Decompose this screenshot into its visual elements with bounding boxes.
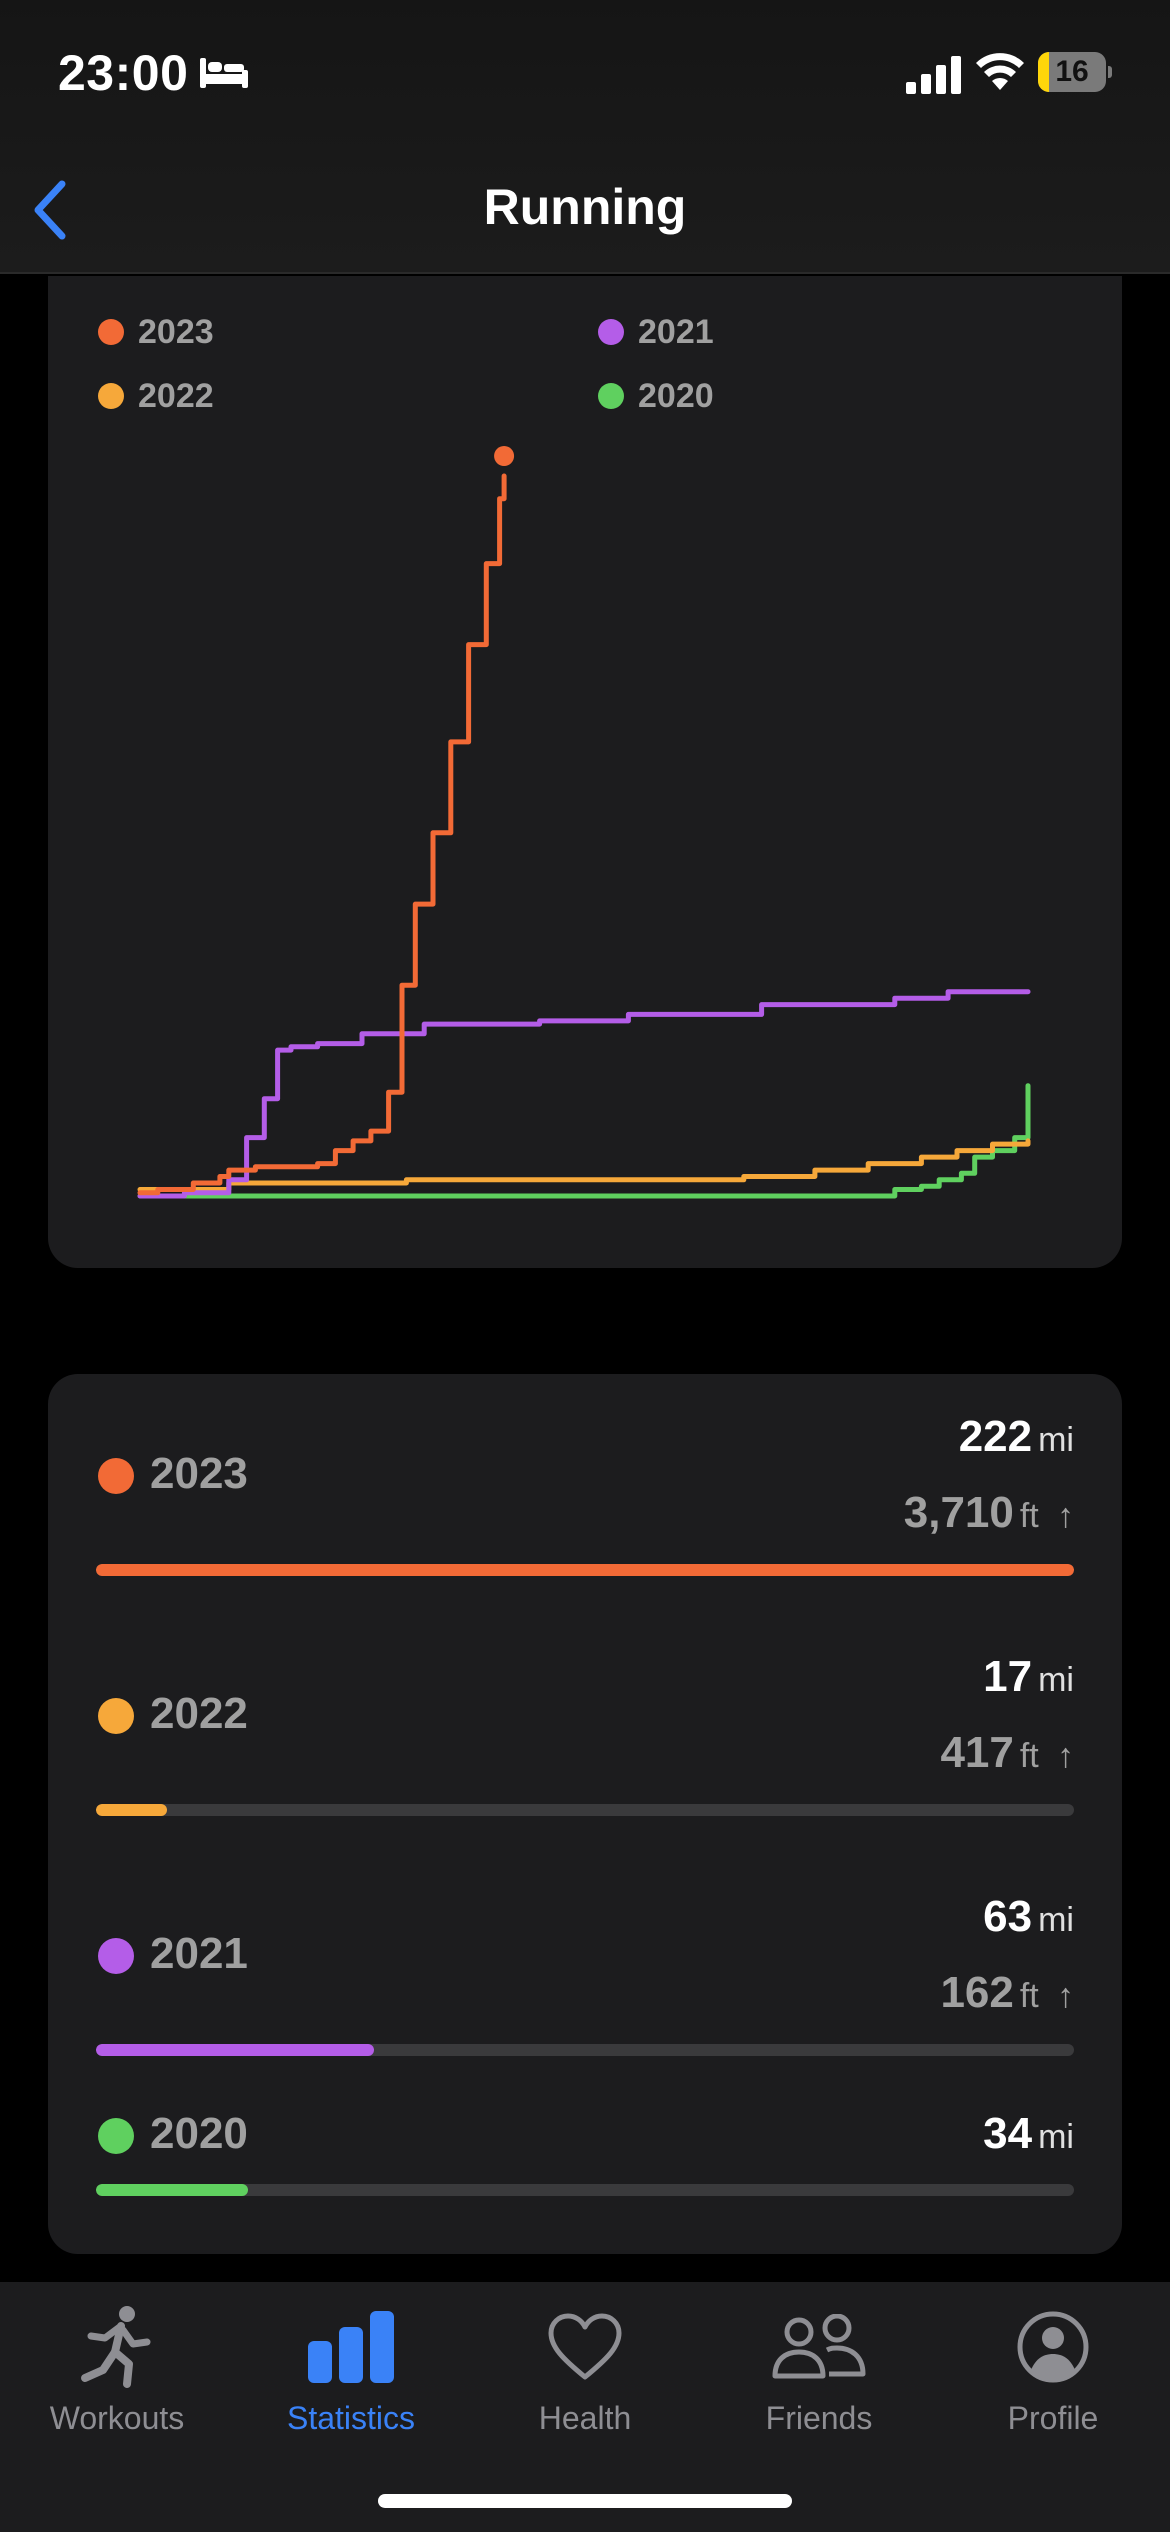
- elevation-value: 162 ft ↑: [940, 1968, 1074, 2017]
- legend-dot: [598, 319, 624, 345]
- bed-icon: [200, 58, 248, 88]
- legend-dot: [98, 383, 124, 409]
- tab-friends[interactable]: Friends: [702, 2302, 936, 2482]
- top-bar: 23:00 16: [0, 0, 1170, 274]
- series-end-marker-2023: [494, 446, 515, 466]
- legend-label: 2023: [138, 312, 214, 351]
- page-title: Running: [483, 179, 687, 235]
- tab-statistics[interactable]: Statistics: [234, 2302, 468, 2482]
- year-color-dot: [98, 1938, 134, 1974]
- legend-dot: [98, 319, 124, 345]
- distance-value: 34 mi: [983, 2109, 1074, 2158]
- yearly-summary-card: 2023 222 mi 3,710 ft ↑ 2022 17 mi 417 ft ↑ 2…: [48, 1374, 1122, 2254]
- arrow-up-icon: ↑: [1057, 1977, 1074, 2015]
- legend-item-2023: 2023: [98, 312, 214, 352]
- legend-item-2022: 2022: [98, 376, 214, 416]
- progress-bar: [96, 1804, 1074, 1816]
- friends-icon: [772, 2314, 866, 2379]
- year-label: 2023: [150, 1449, 248, 1498]
- progress-fill: [96, 2184, 248, 2196]
- runner-icon: [81, 2306, 151, 2388]
- arrow-up-icon: ↑: [1057, 1497, 1074, 1535]
- year-label: 2022: [150, 1689, 248, 1738]
- legend-item-2020: 2020: [598, 376, 714, 416]
- series-line-2020: [137, 1083, 1031, 1199]
- tab-health[interactable]: Health: [468, 2302, 702, 2482]
- progress-fill: [96, 1564, 1074, 1576]
- profile-icon: [1017, 2311, 1089, 2383]
- elevation-value: 417 ft ↑: [940, 1728, 1074, 1777]
- heart-icon: [548, 2313, 622, 2380]
- back-button[interactable]: [20, 170, 80, 250]
- year-color-dot: [98, 2118, 134, 2154]
- year-color-dot: [98, 1458, 134, 1494]
- distance-value: 17 mi: [983, 1652, 1074, 1701]
- progress-bar: [96, 2044, 1074, 2056]
- legend-label: 2021: [638, 312, 714, 351]
- bar-chart-icon: [308, 2311, 394, 2383]
- navigation-bar: Running: [0, 150, 1170, 274]
- tab-label: Profile: [1007, 2400, 1099, 2436]
- legend-label: 2020: [638, 376, 714, 415]
- progress-bar: [96, 1564, 1074, 1576]
- chevron-left-icon: [34, 180, 66, 240]
- line-chart: [137, 446, 1031, 1199]
- tab-label: Statistics: [286, 2400, 416, 2436]
- tab-label: Workouts: [49, 2400, 185, 2436]
- cumulative-distance-chart-card: 2023 2021 2022 2020: [48, 276, 1122, 1268]
- tab-label: Health: [538, 2400, 632, 2436]
- elevation-value: 3,710 ft ↑: [903, 1488, 1074, 1537]
- progress-bar: [96, 2184, 1074, 2196]
- cellular-signal-icon: [906, 56, 961, 94]
- year-label: 2021: [150, 1929, 248, 1978]
- progress-fill: [96, 2044, 374, 2056]
- status-bar: 23:00 16: [0, 0, 1170, 150]
- distance-value: 222 mi: [958, 1412, 1074, 1461]
- battery-percent: 16: [1055, 55, 1089, 88]
- distance-value: 63 mi: [983, 1892, 1074, 1941]
- arrow-up-icon: ↑: [1057, 1737, 1074, 1775]
- home-indicator: [378, 2494, 792, 2508]
- legend-label: 2022: [138, 376, 214, 415]
- series-line-2021: [137, 989, 1031, 1199]
- progress-fill: [96, 1804, 168, 1816]
- tab-profile[interactable]: Profile: [936, 2302, 1170, 2482]
- status-time: 23:00: [58, 45, 189, 101]
- year-color-dot: [98, 1698, 134, 1734]
- legend-item-2021: 2021: [598, 312, 714, 352]
- tab-workouts[interactable]: Workouts: [0, 2302, 234, 2482]
- tab-bar: Workouts Statistics Health: [0, 2282, 1170, 2532]
- series-line-2023: [137, 473, 507, 1196]
- wifi-icon: [976, 53, 1024, 90]
- legend-dot: [598, 383, 624, 409]
- series-line-2022: [137, 1138, 1031, 1192]
- battery-indicator: 16: [1038, 52, 1112, 92]
- year-label: 2020: [150, 2109, 248, 2158]
- tab-label: Friends: [765, 2400, 873, 2436]
